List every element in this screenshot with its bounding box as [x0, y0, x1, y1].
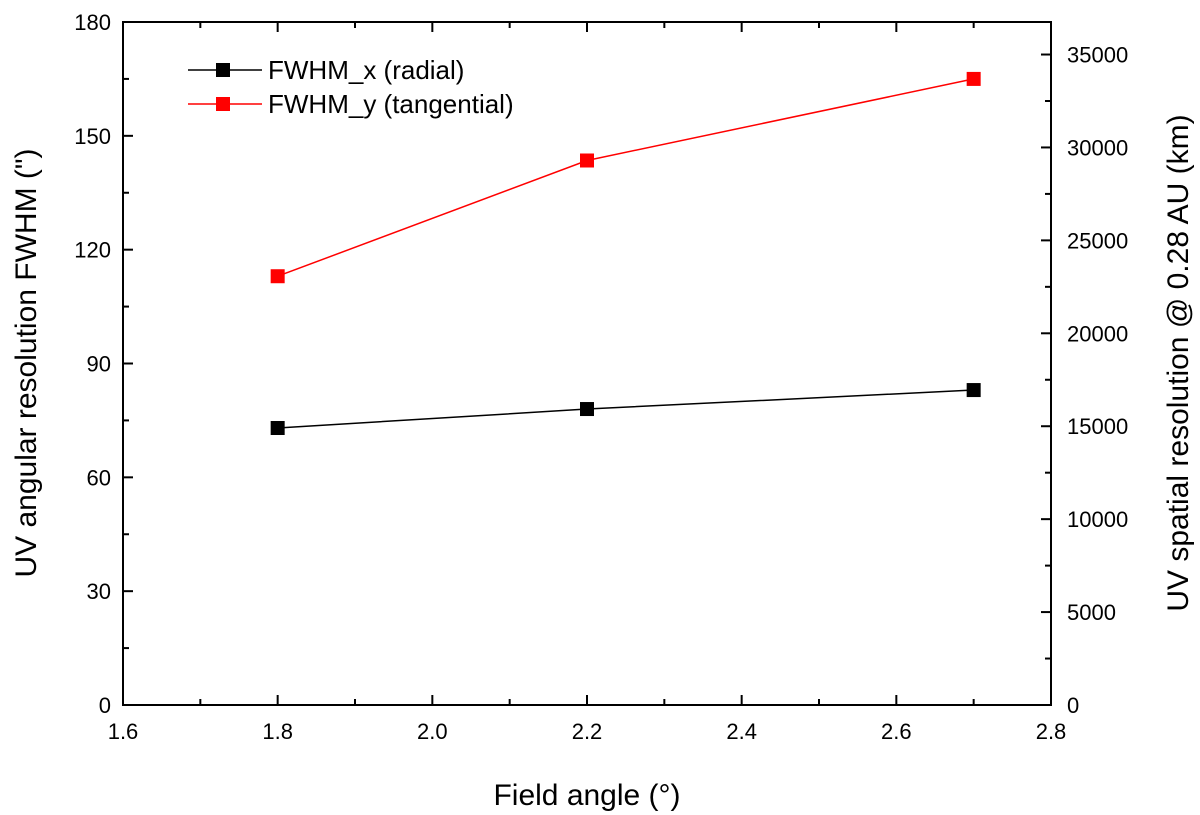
x-axis-title: Field angle (°) [493, 779, 680, 812]
plot-frame [122, 21, 1052, 706]
legend-marker-0 [216, 63, 230, 77]
x-axis-ticks: 1.6 1.8 2.0 2.2 2.4 2.6 2.8 [108, 22, 1067, 744]
y2-axis-title: UV spatial resolution @ 0.28 AU (km) [1162, 114, 1195, 611]
legend: FWHM_x (radial) FWHM_y (tangential) [188, 55, 514, 119]
y2-tick-label: 35000 [1067, 43, 1128, 68]
y2-tick-label: 10000 [1067, 507, 1128, 532]
y-tick-label: 180 [74, 10, 111, 35]
x-tick-label: 2.2 [572, 719, 603, 744]
y-axis-title: UV angular resolution FWHM (") [10, 148, 43, 577]
legend-label-0: FWHM_x (radial) [268, 55, 464, 85]
x-tick-label: 2.0 [417, 719, 448, 744]
y2-tick-label: 30000 [1067, 135, 1128, 160]
data-point-0 [270, 421, 285, 436]
y-tick-label: 0 [99, 693, 111, 718]
y-tick-label: 30 [87, 579, 111, 604]
x-tick-label: 1.6 [108, 719, 139, 744]
y-tick-label: 120 [74, 238, 111, 263]
data-point-0 [966, 383, 981, 398]
y-tick-label: 150 [74, 124, 111, 149]
y-tick-label: 90 [87, 352, 111, 377]
y2-axis-ticks: 0 5000 10000 15000 20000 25000 30000 35000 [1041, 43, 1128, 718]
data-point-1 [580, 153, 594, 168]
y2-tick-label: 20000 [1067, 321, 1128, 346]
y2-tick-label: 25000 [1067, 228, 1128, 253]
x-tick-label: 2.6 [881, 719, 912, 744]
series-line-0 [277, 389, 974, 429]
data-point-1 [966, 71, 981, 86]
y2-tick-label: 15000 [1067, 414, 1128, 439]
data-point-0 [580, 402, 594, 417]
legend-label-1: FWHM_y (tangential) [268, 89, 514, 119]
x-tick-label: 2.4 [726, 719, 757, 744]
y-axis-ticks: 0 30 60 90 120 150 180 [74, 10, 133, 718]
x-tick-label: 1.8 [262, 719, 293, 744]
y-tick-label: 60 [87, 465, 111, 490]
series-layer [270, 71, 981, 436]
y2-tick-label: 5000 [1067, 600, 1116, 625]
data-point-1 [270, 269, 285, 284]
y2-tick-label: 0 [1067, 693, 1079, 718]
legend-marker-1 [216, 97, 230, 111]
x-tick-label: 2.8 [1036, 719, 1067, 744]
